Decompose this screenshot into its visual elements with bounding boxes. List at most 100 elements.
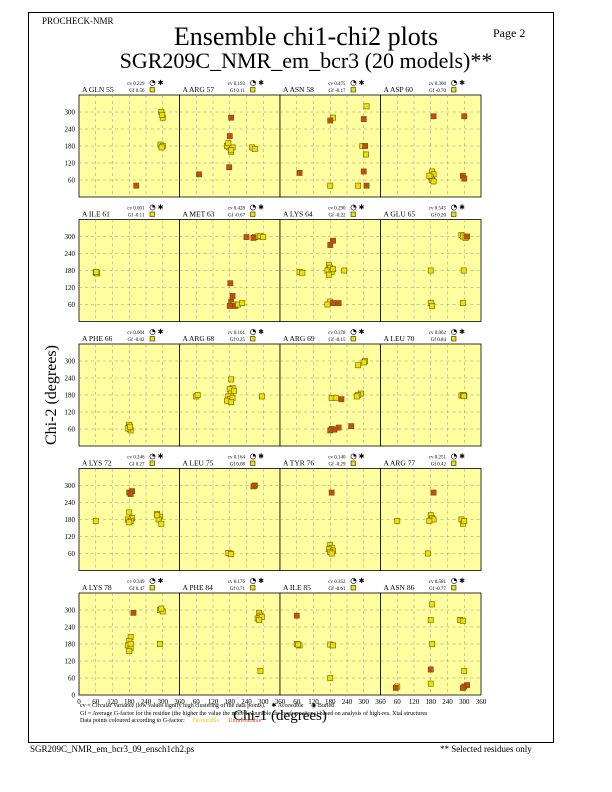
panel-residue-label: A ASP 60 xyxy=(384,85,414,94)
panel-cv-value: cv 0.193 xyxy=(228,82,246,87)
data-point xyxy=(461,518,468,524)
panel-residue-label: A ARG 77 xyxy=(384,459,416,468)
gfactor-colour-icon xyxy=(451,87,457,93)
accessibility-icon: ✱ xyxy=(459,328,465,336)
accessibility-icon: ✱ xyxy=(359,453,365,461)
data-point xyxy=(159,111,166,118)
panel-gf-value: Gf 0.25 xyxy=(230,338,246,343)
panel-cv-value: cv 0.001 xyxy=(127,207,145,212)
variance-dial-fill-icon xyxy=(253,329,256,332)
variance-dial-fill-icon xyxy=(454,578,457,581)
y-tick-label: 60 xyxy=(68,550,76,558)
x-tick-label: 60 xyxy=(193,698,201,706)
accessibility-icon: ✱ xyxy=(359,204,365,212)
data-point xyxy=(460,267,467,274)
data-point xyxy=(93,269,100,275)
data-point xyxy=(260,234,267,240)
x-tick-label: 360 xyxy=(275,698,286,706)
data-point xyxy=(429,303,436,309)
accessibility-icon: ✱ xyxy=(258,328,264,336)
data-point xyxy=(461,113,468,120)
data-point xyxy=(127,423,133,430)
panel-gf-value: Gf 0.71 xyxy=(230,587,246,592)
data-point xyxy=(427,267,434,274)
chart-title: Ensemble chi1-chi2 plots xyxy=(173,22,439,51)
panel-cv-value: cv 0.475 xyxy=(328,82,346,87)
data-point xyxy=(158,520,165,527)
accessibility-icon: ✱ xyxy=(158,328,164,336)
y-tick-label: 120 xyxy=(65,160,76,168)
data-point xyxy=(392,685,399,691)
variance-dial-fill-icon xyxy=(353,329,357,332)
data-point xyxy=(327,675,334,681)
panel-residue-label: A PHE 84 xyxy=(183,583,214,592)
data-point xyxy=(430,113,437,120)
data-point xyxy=(335,424,342,431)
data-point xyxy=(299,269,306,276)
panel-cv-value: cv 0.161 xyxy=(228,331,246,336)
data-point xyxy=(348,423,355,430)
data-point xyxy=(461,175,468,182)
data-point xyxy=(360,359,367,366)
legend-line-1: cv = Circular Variance (low values signi… xyxy=(80,703,427,711)
program-name: PROCHECK-NMR xyxy=(42,16,114,26)
data-point xyxy=(158,144,165,151)
data-point xyxy=(251,145,258,152)
data-point xyxy=(327,427,334,434)
data-point xyxy=(295,641,302,648)
x-tick-label: 180 xyxy=(325,698,336,706)
data-point xyxy=(250,483,257,490)
data-point xyxy=(126,648,133,654)
x-tick-label: 60 xyxy=(394,698,402,706)
panel-cv-value: cv 0.352 xyxy=(328,580,346,585)
panel-gf-value: Gf -0.67 xyxy=(228,214,245,219)
gfactor-colour-icon xyxy=(350,87,356,93)
data-point xyxy=(226,133,233,139)
legend-favourable: Favourable xyxy=(192,718,220,724)
gfactor-colour-icon xyxy=(250,211,256,217)
panel-cv-value: cv 0.251 xyxy=(429,456,447,461)
panel-cv-value: cv 0.545 xyxy=(429,207,447,212)
y-tick-label: 300 xyxy=(65,607,76,615)
panel-cv-value: cv 0.378 xyxy=(328,331,346,336)
data-point xyxy=(330,300,336,306)
data-point xyxy=(429,641,436,647)
data-point xyxy=(226,303,233,309)
variance-dial-fill-icon xyxy=(454,204,457,208)
data-point xyxy=(256,617,262,623)
data-point xyxy=(459,300,466,306)
footer-note: ** Selected residues only xyxy=(440,744,532,754)
data-point xyxy=(360,168,367,175)
legend-line-3: Data points coloured according to G-fact… xyxy=(80,718,427,726)
data-point xyxy=(355,182,362,189)
data-point xyxy=(126,519,133,526)
y-tick-label: 240 xyxy=(65,375,76,383)
variance-dial-fill-icon xyxy=(152,329,156,332)
panel-residue-label: A PHE 66 xyxy=(82,334,113,343)
y-tick-label: 60 xyxy=(68,426,76,434)
data-point xyxy=(427,617,434,623)
panel-residue-label: A ASN 86 xyxy=(384,583,415,592)
x-tick-label: 360 xyxy=(476,698,487,706)
data-point xyxy=(430,178,437,185)
variance-dial-fill-icon xyxy=(253,453,256,457)
y-tick-label: 300 xyxy=(65,233,76,241)
panel-residue-label: A ILE 85 xyxy=(283,583,311,592)
data-point xyxy=(228,551,235,557)
data-point xyxy=(425,550,431,557)
y-tick-label: 240 xyxy=(65,499,76,507)
data-point xyxy=(426,518,433,524)
data-point xyxy=(427,666,434,673)
data-point xyxy=(228,114,235,121)
panel-gf-value: Gf -0.15 xyxy=(329,338,346,343)
data-point xyxy=(225,140,232,147)
y-tick-label: 60 xyxy=(68,675,76,683)
panel-residue-label: A ARG 69 xyxy=(283,334,315,343)
y-tick-label: 300 xyxy=(65,482,76,490)
panel-gf-value: Gf 0.08 xyxy=(230,463,246,468)
data-point xyxy=(231,387,237,394)
gfactor-colour-icon xyxy=(350,211,356,217)
accessibility-icon: ✱ xyxy=(459,79,465,87)
panel-cv-value: cv 0.290 xyxy=(328,207,346,212)
panel-gf-value: Gf -0.11 xyxy=(128,214,145,219)
